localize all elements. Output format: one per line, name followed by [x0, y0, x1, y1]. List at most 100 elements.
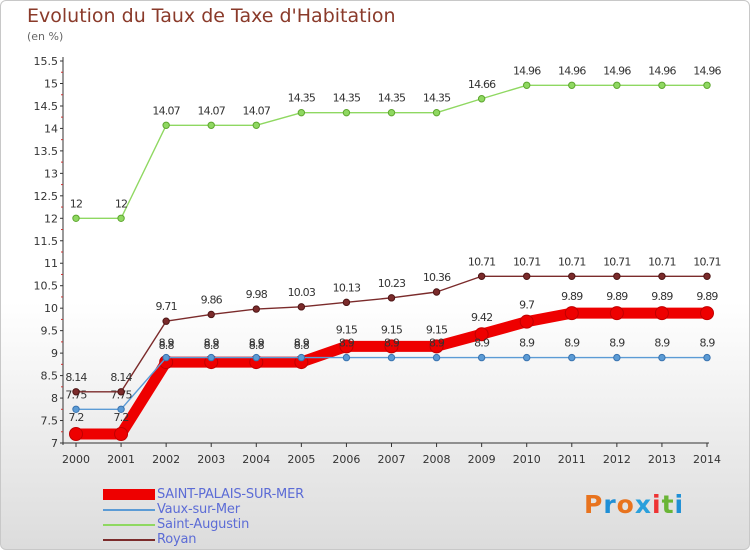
data-point-saint-augustin — [432, 108, 441, 117]
y-tick-label: 15.5 — [34, 55, 59, 68]
data-label-saint-augustin: 14.07 — [197, 104, 225, 117]
data-point-saint-augustin — [387, 108, 396, 117]
data-point-royan — [613, 272, 621, 280]
x-tick-label: 2012 — [603, 453, 631, 466]
logo-letter: t — [661, 490, 675, 519]
data-label-saint-augustin: 12 — [70, 197, 82, 210]
data-point-saint-palais-sur-mer — [384, 339, 399, 354]
legend-item: Saint-Augustin — [103, 517, 304, 532]
y-tick-label: 10 — [44, 302, 58, 315]
data-label-saint-augustin: 14.35 — [288, 92, 316, 105]
data-label-royan: 10.71 — [693, 255, 721, 268]
data-label-vaux-sur-mer: 8.9 — [249, 337, 265, 350]
data-point-saint-palais-sur-mer — [654, 306, 669, 321]
y-tick-label: 9.5 — [41, 325, 59, 338]
legend-swatch — [103, 538, 155, 541]
data-point-vaux-sur-mer — [207, 353, 215, 362]
data-point-saint-augustin — [523, 81, 531, 89]
y-tick-label: 11.5 — [34, 235, 59, 248]
data-point-royan — [432, 288, 441, 296]
data-label-saint-palais-sur-mer: 9.89 — [651, 290, 673, 303]
data-point-royan — [72, 388, 80, 396]
y-tick-label: 10.5 — [34, 280, 59, 293]
data-point-vaux-sur-mer — [432, 353, 441, 362]
data-point-vaux-sur-mer — [252, 353, 260, 362]
x-tick-label: 2011 — [558, 453, 586, 466]
data-label-saint-palais-sur-mer: 8.8 — [294, 339, 310, 352]
x-tick-label: 2000 — [62, 453, 90, 466]
y-tick-label: 12.5 — [34, 190, 59, 203]
legend-label: Saint-Augustin — [157, 517, 250, 532]
data-point-vaux-sur-mer — [342, 353, 351, 362]
data-label-saint-augustin: 14.96 — [513, 64, 541, 77]
data-label-saint-palais-sur-mer: 8.8 — [204, 339, 220, 352]
data-label-vaux-sur-mer: 8.9 — [339, 337, 355, 350]
data-label-royan: 10.71 — [603, 255, 631, 268]
data-label-royan: 8.14 — [110, 371, 132, 384]
y-tick-label: 15 — [44, 77, 58, 90]
x-tick-label: 2004 — [242, 453, 270, 466]
y-tick-label: 14.5 — [34, 100, 59, 113]
data-label-royan: 10.71 — [558, 255, 586, 268]
y-tick-label: 14 — [44, 122, 58, 135]
y-tick-label: 8.5 — [41, 370, 59, 383]
data-label-royan: 8.14 — [65, 371, 87, 384]
logo-letter: i — [652, 490, 662, 519]
data-point-vaux-sur-mer — [387, 353, 396, 362]
data-label-royan: 10.71 — [468, 255, 496, 268]
data-point-saint-palais-sur-mer — [564, 306, 579, 321]
data-label-royan: 10.71 — [513, 255, 541, 268]
data-point-saint-palais-sur-mer — [474, 327, 489, 342]
y-tick-label: 13.5 — [34, 145, 59, 158]
data-label-vaux-sur-mer: 8.9 — [519, 337, 535, 350]
data-label-vaux-sur-mer: 8.9 — [294, 337, 310, 350]
data-point-vaux-sur-mer — [162, 353, 170, 362]
x-tick-label: 2005 — [287, 453, 315, 466]
y-tick-label: 11 — [44, 257, 58, 270]
data-label-vaux-sur-mer: 8.9 — [384, 337, 400, 350]
data-point-royan — [162, 317, 170, 325]
data-label-vaux-sur-mer: 8.9 — [159, 337, 175, 350]
data-label-saint-palais-sur-mer: 9.42 — [471, 311, 492, 324]
data-label-saint-augustin: 12 — [115, 197, 127, 210]
legend-label: Royan — [157, 532, 197, 547]
data-point-vaux-sur-mer — [613, 353, 621, 362]
data-point-saint-palais-sur-mer — [429, 339, 444, 354]
data-point-royan — [568, 272, 576, 280]
legend-swatch — [103, 523, 155, 526]
data-label-vaux-sur-mer: 8.9 — [609, 337, 625, 350]
data-point-vaux-sur-mer — [72, 405, 80, 413]
data-point-royan — [342, 298, 351, 307]
data-label-saint-augustin: 14.35 — [333, 92, 361, 105]
data-label-saint-palais-sur-mer: 9.15 — [381, 323, 403, 336]
data-label-saint-augustin: 14.96 — [558, 64, 586, 77]
data-point-vaux-sur-mer — [658, 353, 666, 362]
y-tick-label: 7.5 — [41, 415, 59, 428]
data-point-saint-palais-sur-mer — [69, 427, 83, 442]
data-point-royan — [658, 272, 666, 280]
legend-swatch — [103, 508, 155, 511]
data-point-saint-augustin — [342, 108, 351, 117]
chart-subtitle: (en %) — [27, 30, 64, 43]
data-label-vaux-sur-mer: 8.9 — [204, 337, 220, 350]
data-label-saint-augustin: 14.96 — [693, 64, 721, 77]
data-label-vaux-sur-mer: 8.9 — [474, 337, 490, 350]
data-label-vaux-sur-mer: 8.9 — [654, 337, 670, 350]
data-label-saint-palais-sur-mer: 8.8 — [249, 339, 265, 352]
data-point-royan — [297, 303, 306, 311]
data-point-saint-palais-sur-mer — [609, 306, 624, 321]
data-point-vaux-sur-mer — [703, 353, 711, 362]
logo-letter: o — [616, 490, 635, 519]
data-label-saint-palais-sur-mer: 9.7 — [519, 299, 535, 312]
data-label-royan: 10.71 — [648, 255, 676, 268]
data-label-saint-augustin: 14.35 — [423, 92, 451, 105]
data-label-saint-palais-sur-mer: 9.15 — [426, 323, 448, 336]
data-point-royan — [252, 305, 260, 313]
chart-title: Evolution du Taux de Taxe d'Habitation — [27, 5, 396, 27]
data-label-saint-augustin: 14.07 — [152, 104, 180, 117]
data-label-saint-augustin: 14.35 — [378, 92, 406, 105]
data-label-saint-palais-sur-mer: 7.2 — [68, 411, 83, 424]
x-tick-label: 2002 — [152, 453, 180, 466]
data-label-royan: 10.23 — [378, 277, 406, 290]
